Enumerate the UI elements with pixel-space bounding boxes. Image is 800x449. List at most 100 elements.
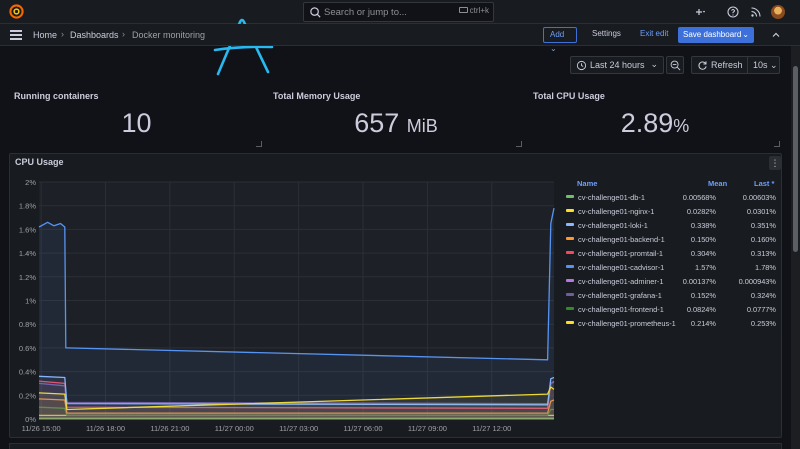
time-range-picker[interactable]: Last 24 hours ⌄: [570, 56, 664, 74]
legend-header-mean[interactable]: Mean: [708, 179, 728, 188]
add-button[interactable]: Add ⌄: [543, 27, 577, 53]
refresh-button-label[interactable]: Refresh: [711, 60, 743, 70]
search-icon: [310, 7, 321, 18]
stat-title: Total CPU Usage: [533, 91, 605, 101]
series-line: [38, 386, 555, 411]
help-icon[interactable]: [726, 5, 740, 19]
y-tick-label: 0.6%: [19, 344, 36, 353]
legend-row[interactable]: cv-challenge01-grafana-1 0.152% 0.324%: [558, 288, 782, 302]
next-panel: [9, 443, 782, 449]
user-avatar[interactable]: [771, 5, 785, 19]
rss-news-icon[interactable]: [749, 5, 763, 19]
page-scrollbar-thumb[interactable]: [793, 66, 798, 252]
divider: [747, 57, 748, 73]
legend-series-name: cv-challenge01-db-1: [578, 193, 645, 202]
y-tick-label: 1.2%: [19, 273, 36, 282]
stat-unit: %: [673, 116, 690, 136]
legend-mean-value: 0.00137%: [682, 277, 716, 286]
breadcrumb-home[interactable]: Home: [33, 30, 58, 40]
zoom-out-icon: [670, 60, 681, 71]
legend-row[interactable]: cv-challenge01-loki-1 0.338% 0.351%: [558, 218, 782, 232]
more-vertical-icon: ⋮: [770, 158, 780, 168]
legend-series-name: cv-challenge01-cadvisor-1: [578, 263, 665, 272]
legend-row[interactable]: cv-challenge01-frontend-1 0.0824% 0.0777%: [558, 302, 782, 316]
x-tick-label: 11/27 00:00: [215, 424, 254, 433]
breadcrumb-current: Docker monitoring: [132, 30, 206, 40]
legend-row[interactable]: cv-challenge01-db-1 0.00568% 0.00603%: [558, 190, 782, 204]
legend-series-name: cv-challenge01-loki-1: [578, 221, 648, 230]
resize-handle[interactable]: [516, 141, 522, 147]
legend-last-value: 0.313%: [750, 249, 776, 258]
stat-panel-total-memory[interactable]: Total Memory Usage 657 MiB: [268, 88, 524, 149]
series-area: [39, 381, 554, 419]
refresh-picker[interactable]: Refresh 10s ⌄: [691, 56, 780, 74]
legend-row[interactable]: cv-challenge01-prometheus-1 0.214% 0.253%: [558, 316, 782, 330]
legend-header-last[interactable]: Last *: [754, 179, 775, 188]
legend-swatch: [566, 293, 574, 296]
legend-series-name: cv-challenge01-promtail-1: [578, 249, 664, 258]
cpu-usage-panel[interactable]: CPU Usage ⋮ 0% 0.2% 0.4% 0.6% 0.8% 1% 1.2% 1.4%…: [9, 153, 782, 438]
settings-button[interactable]: Settings: [592, 29, 621, 38]
grafana-logo-icon[interactable]: [9, 4, 24, 19]
legend-series-name: cv-challenge01-adminer-1: [578, 277, 664, 286]
y-tick-label: 1.6%: [19, 225, 36, 234]
search-placeholder: Search or jump to...: [324, 7, 407, 18]
legend-row[interactable]: cv-challenge01-cadvisor-1 1.57% 1.78%: [558, 260, 782, 274]
legend-mean-value: 0.214%: [690, 319, 716, 328]
search-input[interactable]: Search or jump to... ctrl+k: [303, 2, 494, 22]
legend-last-value: 0.351%: [750, 221, 776, 230]
legend-row[interactable]: cv-challenge01-nginx-1 0.0282% 0.0301%: [558, 204, 782, 218]
clock-icon: [576, 60, 587, 71]
legend-mean-value: 0.0824%: [686, 305, 716, 314]
legend-series-name: cv-challenge01-grafana-1: [578, 291, 662, 300]
y-tick-label: 1.4%: [19, 249, 36, 258]
cpu-usage-chart[interactable]: 0% 0.2% 0.4% 0.6% 0.8% 1% 1.2% 1.4% 1.6% 1.8% 2% 11…: [10, 154, 558, 438]
legend-row[interactable]: cv-challenge01-backend-1 0.150% 0.160%: [558, 232, 782, 246]
resize-handle[interactable]: [256, 141, 262, 147]
stat-value-number: 2.89: [620, 108, 674, 138]
series-line: [38, 375, 555, 406]
chevron-down-icon: ⌄: [770, 60, 778, 70]
y-tick-label: 2%: [25, 178, 36, 187]
chevron-up-icon[interactable]: [771, 30, 781, 40]
y-tick-label: 1.8%: [19, 202, 36, 211]
save-dashboard-button[interactable]: Save dashboard ⌄: [678, 27, 754, 43]
stat-panel-running-containers[interactable]: Running containers 10: [9, 88, 264, 149]
series-area: [39, 381, 554, 419]
legend-last-value: 1.78%: [755, 263, 776, 272]
exit-edit-button[interactable]: Exit edit: [640, 29, 669, 38]
resize-handle[interactable]: [774, 141, 780, 147]
panel-menu-button[interactable]: ⋮: [769, 156, 781, 170]
stat-panel-total-cpu[interactable]: Total CPU Usage 2.89%: [528, 88, 782, 149]
y-tick-label: 1%: [25, 297, 36, 306]
stat-value: 2.89%: [528, 108, 782, 139]
chevron-down-icon[interactable]: ⌄: [742, 30, 749, 39]
legend-row[interactable]: cv-challenge01-adminer-1 0.00137% 0.000943…: [558, 274, 782, 288]
legend-last-value: 0.000943%: [738, 277, 776, 286]
legend-swatch: [566, 321, 574, 324]
x-tick-label: 11/26 18:00: [86, 424, 125, 433]
chevron-right-icon: ›: [122, 29, 125, 39]
series-line: [38, 406, 554, 417]
legend-series-name: cv-challenge01-backend-1: [578, 235, 665, 244]
plus-icon[interactable]: [691, 5, 705, 19]
legend-swatch: [566, 265, 574, 268]
refresh-interval-select[interactable]: 10s ⌄: [753, 60, 778, 71]
breadcrumb-dashboards[interactable]: Dashboards: [70, 30, 119, 40]
legend-last-value: 0.00603%: [742, 193, 776, 202]
series-line: [38, 398, 555, 414]
x-tick-label: 11/26 21:00: [150, 424, 189, 433]
legend-mean-value: 0.00568%: [682, 193, 716, 202]
menu-icon[interactable]: [10, 30, 22, 40]
legend-mean-value: 1.57%: [695, 263, 716, 272]
legend-last-value: 0.253%: [750, 319, 776, 328]
legend-row[interactable]: cv-challenge01-promtail-1 0.304% 0.313%: [558, 246, 782, 260]
legend-header-name[interactable]: Name: [577, 179, 598, 188]
x-tick-label: 11/26 15:00: [22, 424, 61, 433]
legend-swatch: [566, 223, 574, 226]
panel-title: CPU Usage: [15, 157, 64, 167]
legend-swatch: [566, 209, 574, 212]
x-tick-label: 11/27 06:00: [343, 424, 382, 433]
legend-series-name: cv-challenge01-frontend-1: [578, 305, 664, 314]
zoom-out-button[interactable]: [666, 56, 684, 74]
